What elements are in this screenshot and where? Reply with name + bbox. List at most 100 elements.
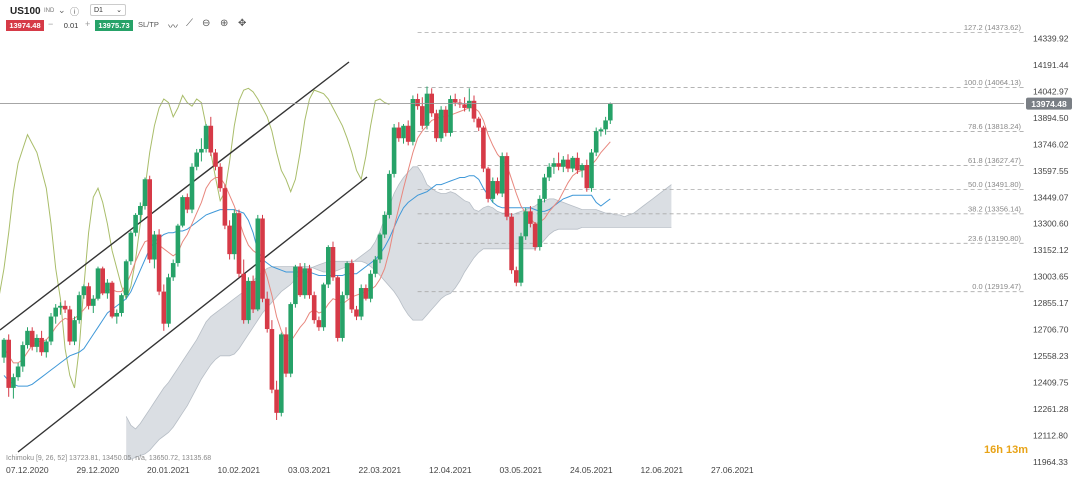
candle-body [255,218,261,310]
candle-body [274,389,279,413]
candle [415,93,420,110]
candle [542,173,547,203]
y-tick-label: 12558.23 [1033,351,1069,361]
candle [434,109,439,142]
cloud-area [126,166,672,460]
candle [161,284,167,331]
info-icon[interactable]: ⓘ [70,7,80,17]
candle-body [509,216,514,271]
chevron-down-icon[interactable]: ⌄ [58,5,66,15]
candle-body [556,163,561,167]
timeframe-select[interactable]: D1 ⌄ [90,4,126,16]
candle [44,339,49,358]
candle-body [307,268,312,296]
ichimoku-legend[interactable]: Ichimoku [9, 26, 52] 13723.81, 13450.05,… [6,455,212,462]
candle-body [589,152,594,189]
candle-body [452,99,458,103]
candle-body [114,312,120,317]
buy-button[interactable]: 13975.73 [95,20,133,31]
candle-body [279,334,284,413]
candle [565,154,571,173]
candle-body [523,211,528,237]
senkou-span-b [126,227,672,460]
y-axis: 14339.92 14191.44 14042.97 13894.50 13746.02… [1033,33,1069,467]
candle-body [504,156,510,217]
candle [123,259,129,299]
candle [528,206,533,228]
crosshair-icon[interactable]: ✥ [238,18,247,29]
candle-body [25,330,30,346]
candle-body [269,329,275,390]
candle [217,163,223,192]
candle [311,291,317,324]
y-tick-label: 13746.02 [1033,139,1069,149]
candle [152,230,157,269]
zoom-out-icon[interactable]: ⊖ [202,18,211,29]
candle [246,277,251,324]
candle-body [420,106,425,126]
candle [86,282,91,310]
candle-body [128,232,134,262]
channel-upper-line[interactable] [0,61,350,331]
candle-body [241,273,246,321]
x-tick-label: 27.06.2021 [711,465,754,475]
candle [546,163,552,182]
candle-body [495,181,500,194]
candle [180,195,185,228]
candle [288,302,293,378]
candle-body [95,268,101,299]
candle [142,177,148,210]
candle-body [546,166,552,178]
candle-body [166,277,171,324]
drawing-icon[interactable]: ⟋ [186,18,193,29]
candle-body [76,295,82,321]
candle [476,116,481,132]
candle [48,312,54,346]
minus-icon[interactable]: − [48,19,54,29]
y-tick-label: 12855.17 [1033,298,1069,308]
candle [255,214,261,312]
candle-body [532,223,538,248]
indicator-icon[interactable]: 〰 [168,22,178,33]
candle [227,220,232,260]
sell-button[interactable]: 13974.48 [6,20,44,31]
candle-body [340,295,345,338]
zoom-in-icon[interactable]: ⊕ [220,18,229,29]
candle [373,255,378,278]
candle [279,332,284,417]
candle-body [133,214,138,233]
candle-body [570,157,575,169]
candle-body [152,234,157,260]
candle-countdown: 16h 13m [984,444,1029,456]
tenkan-sen [3,107,611,364]
lot-size-input[interactable]: 0.01 [63,21,79,30]
candle-body [11,377,16,388]
candle-body [354,309,359,317]
symbol-label[interactable]: US100 [10,6,41,17]
candle [420,97,425,130]
candle [495,177,500,196]
channel-lower-line[interactable] [17,176,368,453]
candle-body [551,163,557,167]
candle [391,123,397,178]
candle [429,88,434,117]
candle-body [490,181,496,199]
x-tick-label: 22.03.2021 [359,465,402,475]
candle-body [608,103,613,121]
candle [504,152,510,221]
candle-body [467,100,472,108]
plus-icon[interactable]: + [85,19,91,29]
candle-body [598,129,604,132]
candle-body [584,164,590,189]
x-tick-label: 12.06.2021 [641,465,684,475]
indicator-tag[interactable]: IND [44,8,55,14]
x-tick-label: 12.04.2021 [429,465,472,475]
candle [443,106,449,137]
chart-toolbar: US100 IND ⌄ ⓘ D1 ⌄ 13974.48 − 0.01 + 1397… [0,0,300,34]
candle-body [373,259,378,274]
candle-body [109,282,115,317]
candle [170,259,176,281]
sl-tp-button[interactable]: SL/TP [138,20,159,29]
fib-label-3: 61.8 (13627.47) [968,156,1021,165]
